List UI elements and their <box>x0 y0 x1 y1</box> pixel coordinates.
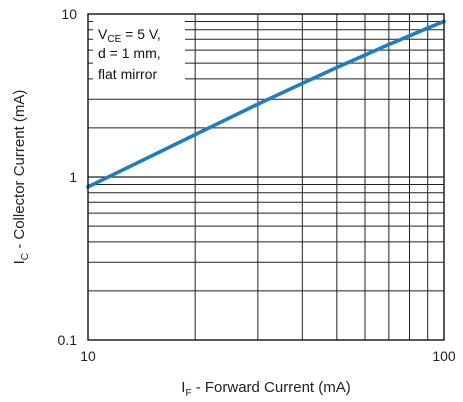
x-axis-title: IF - Forward Current (mA) <box>181 379 350 399</box>
y-axis-title: IC - Collector Current (mA) <box>11 90 31 265</box>
annotation-line-2: d = 1 mm, <box>98 45 161 61</box>
series-line <box>86 19 446 189</box>
annotation-line-1: VCE = 5 V, <box>98 26 161 45</box>
annotation-background <box>93 21 185 87</box>
x-tick-label: 100 <box>432 348 456 364</box>
x-tick-label: 10 <box>80 348 96 364</box>
y-tick-label: 1 <box>69 169 77 185</box>
annotation-line-3: flat mirror <box>98 66 157 82</box>
series-group <box>86 19 446 189</box>
y-tick-label: 0.1 <box>58 332 78 348</box>
plot-frame <box>87 13 445 341</box>
y-tick-label: 10 <box>61 6 77 22</box>
tick-labels: 10 100 0.1 1 10 <box>58 6 456 364</box>
